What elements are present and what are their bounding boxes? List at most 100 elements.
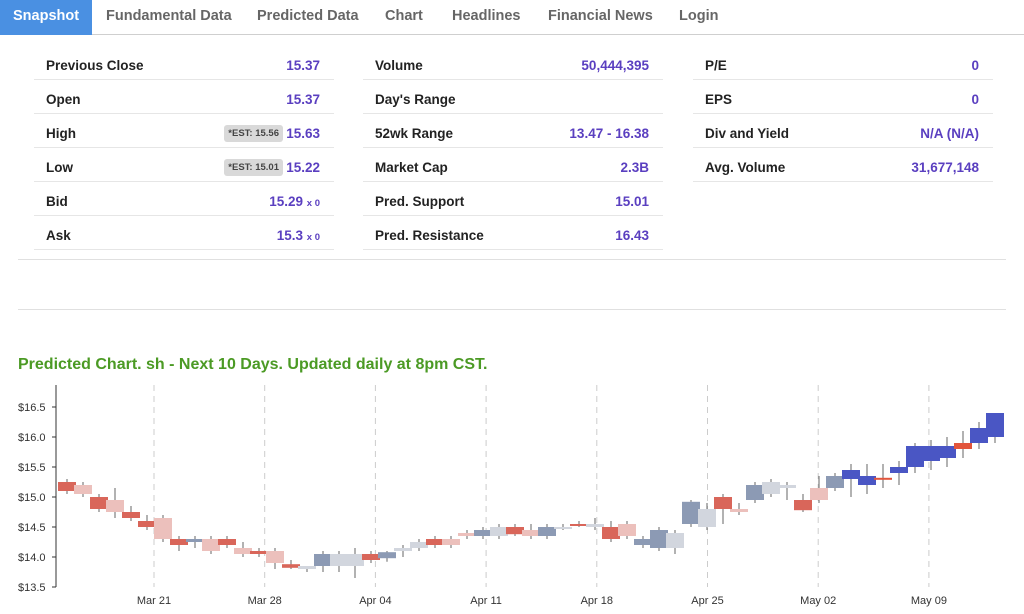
candle-body (378, 552, 396, 559)
y-tick-label: $15.0 (18, 492, 46, 504)
x-tick-label: Apr 04 (359, 595, 391, 607)
value-previous-close: 15.37 (286, 58, 320, 73)
candle-body (826, 476, 844, 488)
ask-price: 15.3 (276, 228, 304, 243)
candle-body (858, 476, 876, 485)
predicted-candlestick-chart: $13.5 $14.0 $14.5 $15.0 $15.5 $16.0 $16.5 Mar 2… (18, 385, 1004, 607)
candle-body (650, 530, 668, 548)
value-52wk-range: 13.47 - 16.38 (569, 126, 649, 141)
candle-body (522, 530, 540, 536)
ask-size: x 0 (306, 232, 320, 243)
candle-body (554, 527, 572, 529)
divider (18, 309, 1006, 310)
candle-body (426, 539, 444, 545)
candle-body (362, 554, 380, 560)
value-bid: 15.29 x 0 (269, 194, 320, 209)
label-div-yield: Div and Yield (705, 126, 790, 141)
candle-body (618, 524, 636, 536)
candle-body (202, 539, 220, 551)
candle-body (634, 539, 652, 545)
x-tick-label: May 09 (911, 595, 947, 607)
candle-body (922, 446, 940, 461)
candle-body (906, 446, 924, 467)
value-pe: 0 (971, 58, 979, 73)
candle-body (170, 539, 188, 545)
candle-body (346, 554, 364, 566)
label-avg-volume: Avg. Volume (705, 160, 786, 175)
candle-body (698, 509, 716, 527)
candle-body (714, 497, 732, 509)
label-high: High (46, 126, 76, 141)
x-tick-label: Apr 11 (470, 595, 502, 607)
candle-body (938, 446, 956, 458)
label-market-cap: Market Cap (375, 160, 448, 175)
candle-body (90, 497, 108, 509)
tab-financial-news[interactable]: Financial News (548, 8, 653, 24)
candle-body (138, 521, 156, 527)
candle-body (778, 485, 796, 488)
candle-body (586, 524, 604, 527)
est-badge-high: *EST: 15.56 (224, 125, 283, 142)
candle-body (442, 539, 460, 545)
candle-body (506, 527, 524, 535)
candle-body (730, 509, 748, 512)
candle-body (218, 539, 236, 545)
value-open: 15.37 (286, 92, 320, 107)
row-open: Open 15.37 (34, 80, 334, 114)
candle-body (474, 530, 492, 536)
row-div-yield: Div and Yield N/A (N/A) (693, 114, 993, 148)
row-avg-volume: Avg. Volume 31,677,148 (693, 148, 993, 182)
label-52wk-range: 52wk Range (375, 126, 454, 141)
label-volume: Volume (375, 58, 423, 73)
y-tick-label: $15.5 (18, 462, 46, 474)
value-ask: 15.3 x 0 (277, 228, 320, 243)
candle-body (282, 564, 300, 568)
candle-body (762, 482, 780, 494)
tab-fundamental-data[interactable]: Fundamental Data (106, 8, 232, 24)
tab-snapshot[interactable]: Snapshot (0, 0, 93, 35)
row-previous-close: Previous Close 15.37 (34, 46, 334, 80)
value-volume: 50,444,395 (581, 58, 649, 73)
value-market-cap: 2.3B (620, 160, 649, 175)
x-tick-label: Apr 25 (691, 595, 723, 607)
value-eps: 0 (971, 92, 979, 107)
value-high: 15.63 (286, 126, 320, 141)
candle-body (666, 533, 684, 548)
candle-body (842, 470, 860, 479)
x-tick-label: Apr 18 (581, 595, 613, 607)
row-bid: Bid 15.29 x 0 (34, 182, 334, 216)
row-high: High *EST: 15.56 15.63 (34, 114, 334, 148)
value-pred-support: 15.01 (615, 194, 649, 209)
y-tick-label: $16.5 (18, 402, 46, 414)
bid-price: 15.29 (269, 194, 304, 209)
tab-chart[interactable]: Chart (385, 8, 423, 24)
row-ask: Ask 15.3 x 0 (34, 216, 334, 250)
tab-login[interactable]: Login (679, 8, 719, 24)
value-avg-volume: 31,677,148 (911, 160, 979, 175)
candle-body (122, 512, 140, 518)
candle-body (314, 554, 332, 566)
candle-body (602, 527, 620, 539)
y-tick-label: $14.0 (18, 552, 46, 564)
row-eps: EPS 0 (693, 80, 993, 114)
candle-body (74, 485, 92, 494)
x-tick-label: May 02 (800, 595, 836, 607)
row-market-cap: Market Cap 2.3B (363, 148, 663, 182)
label-pe: P/E (705, 58, 727, 73)
row-low: Low *EST: 15.01 15.22 (34, 148, 334, 182)
label-pred-resistance: Pred. Resistance (375, 228, 484, 243)
tab-headlines[interactable]: Headlines (452, 8, 521, 24)
candle-body (266, 551, 284, 563)
candle-body (410, 542, 428, 548)
x-tick-label: Mar 21 (137, 595, 171, 607)
candle-body (490, 527, 508, 536)
tab-predicted-data[interactable]: Predicted Data (257, 8, 359, 24)
value-pred-resistance: 16.43 (615, 228, 649, 243)
value-div-yield: N/A (N/A) (920, 126, 979, 141)
row-volume: Volume 50,444,395 (363, 46, 663, 80)
value-low: 15.22 (286, 160, 320, 175)
candle-body (570, 524, 588, 526)
row-pred-support: Pred. Support 15.01 (363, 182, 663, 216)
row-pred-resistance: Pred. Resistance 16.43 (363, 216, 663, 250)
candle-body (538, 527, 556, 536)
